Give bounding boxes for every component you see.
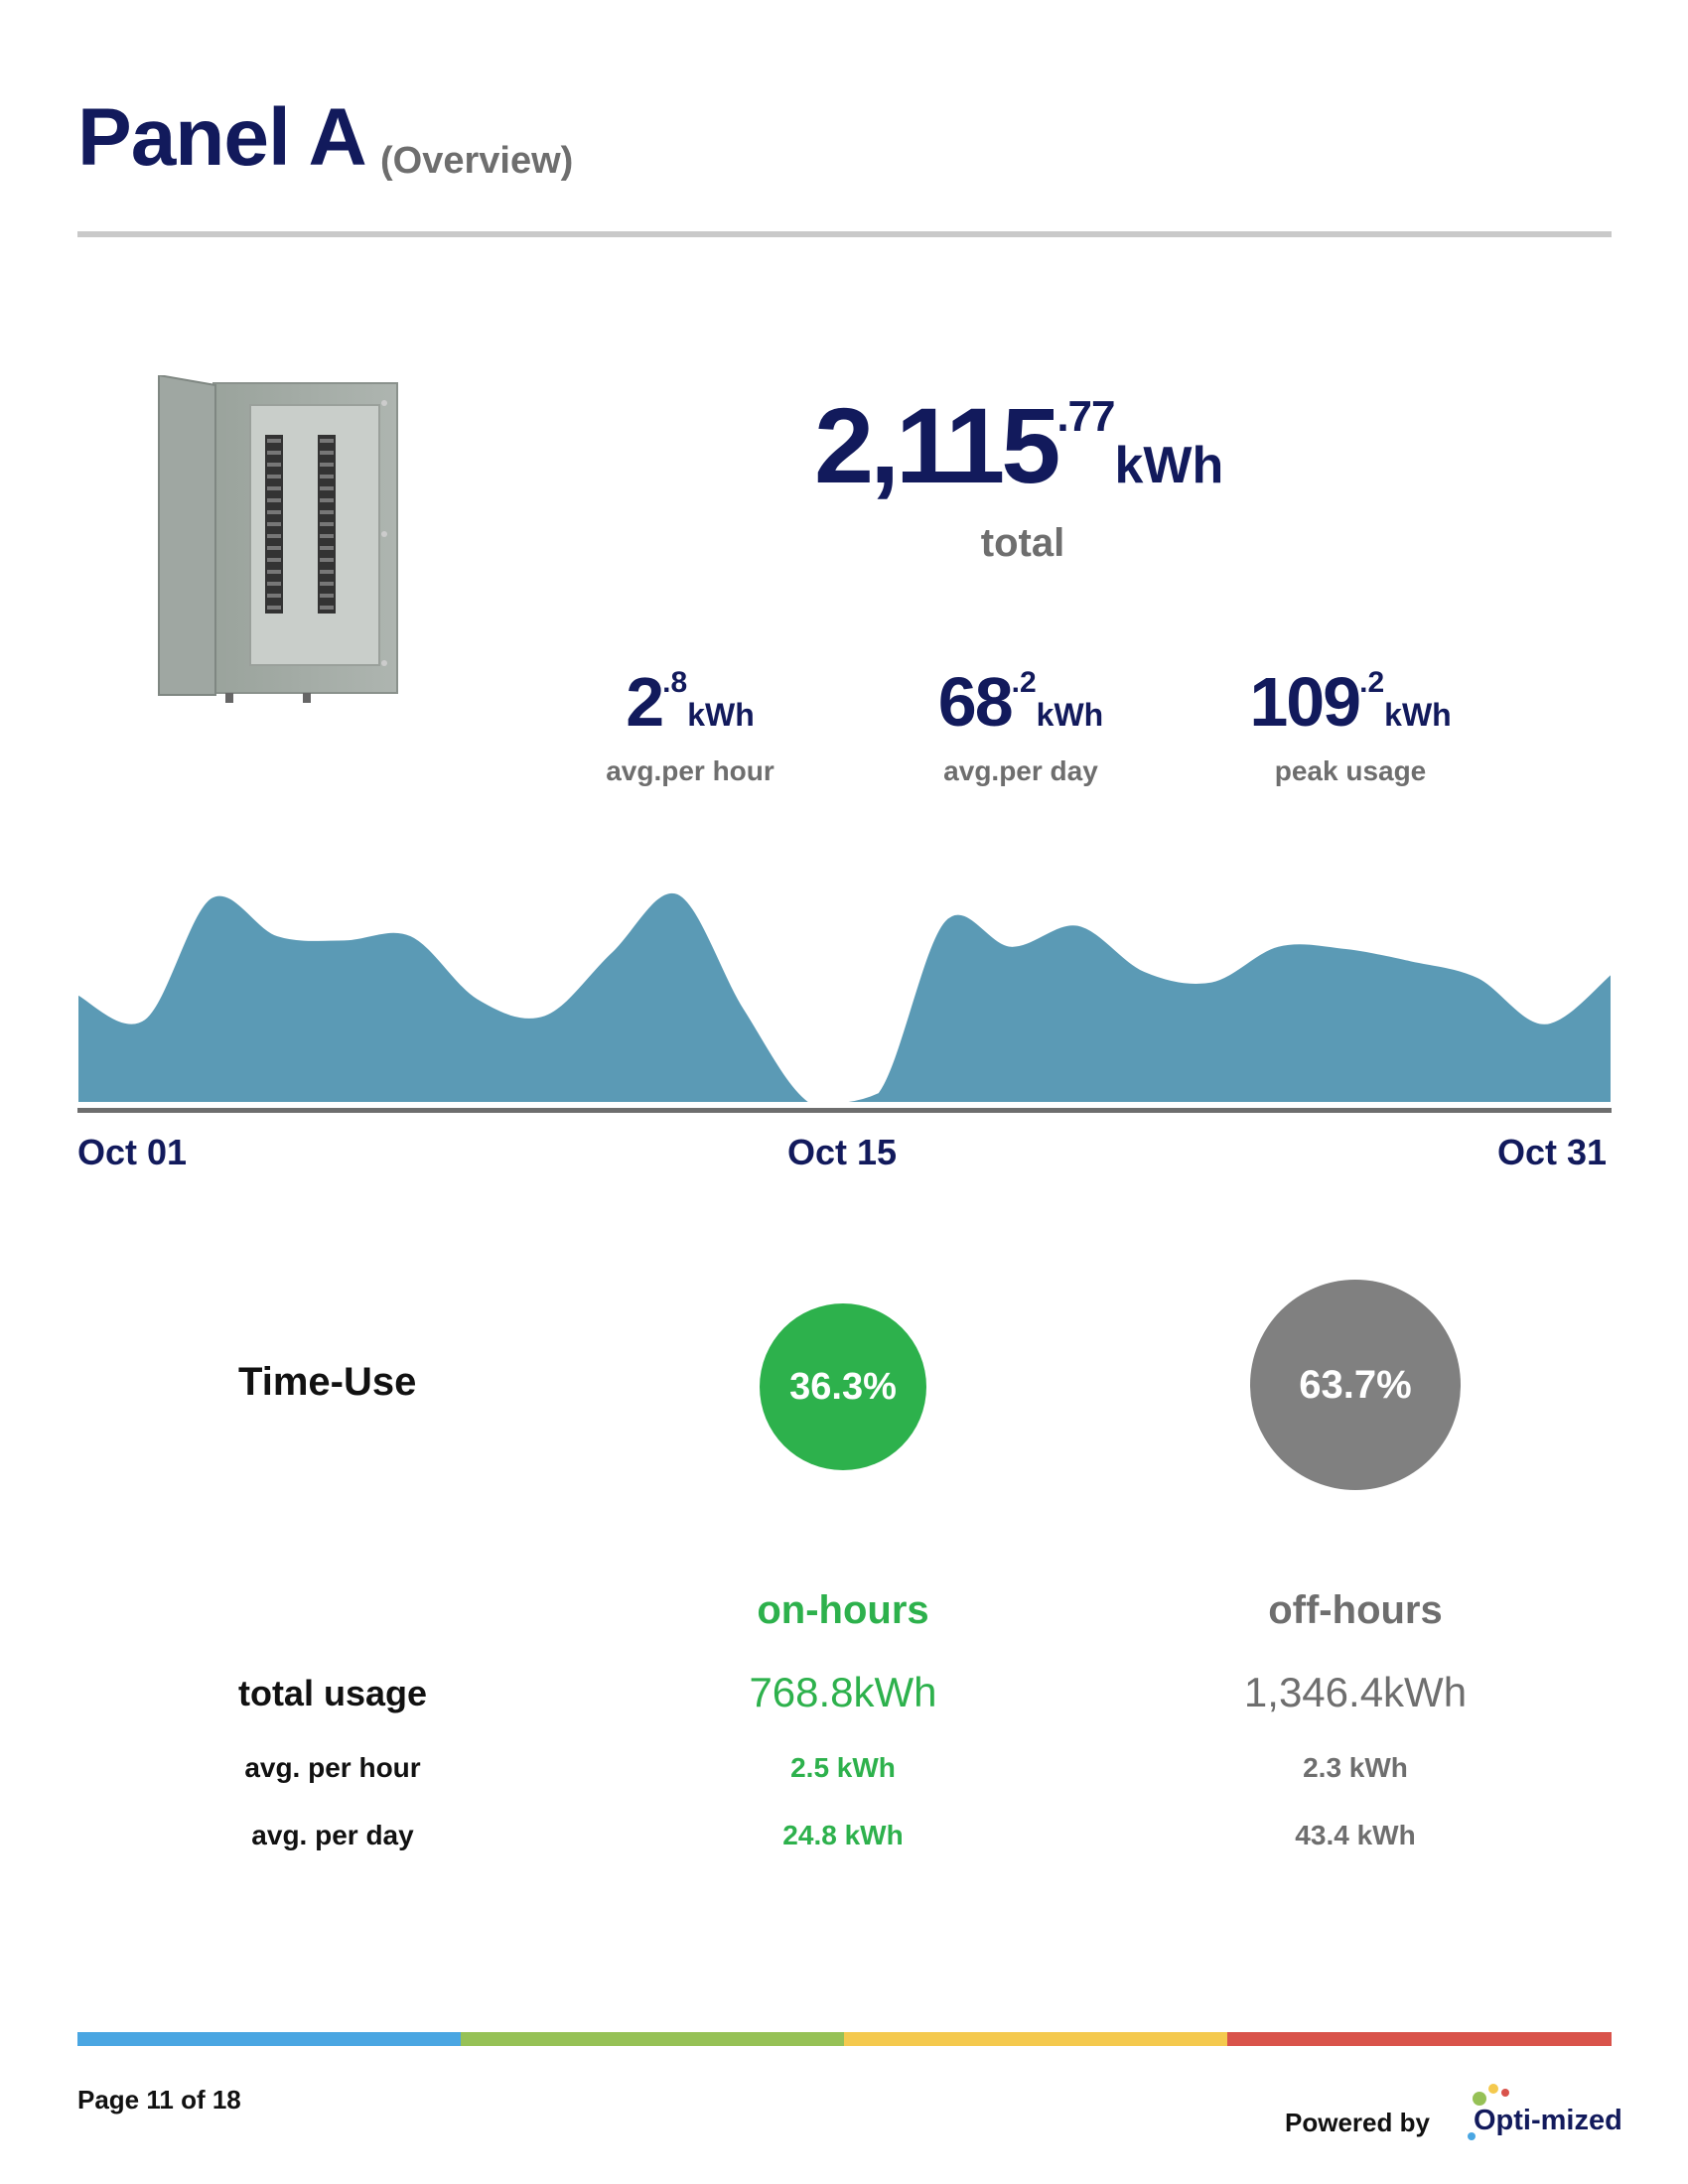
header-divider bbox=[77, 231, 1612, 237]
electrical-panel-image bbox=[158, 375, 398, 703]
stat-peak-usage: 109.2kWh bbox=[1192, 667, 1509, 737]
off-hours-avg-per-hour: 2.3 kWh bbox=[1303, 1752, 1408, 1783]
powered-by-label: Powered by bbox=[1285, 2108, 1430, 2137]
stat-avg-per-day: 68.2kWh bbox=[862, 667, 1180, 737]
footer-color-bar-blue bbox=[77, 2032, 461, 2046]
stat-value-decimal: .2 bbox=[1011, 666, 1037, 699]
total-usage-label: total bbox=[980, 521, 1065, 565]
on-hours-avg-per-hour: 2.5 kWh bbox=[790, 1752, 896, 1783]
chart-x-axis bbox=[77, 1108, 1612, 1113]
total-usage-value: 2,115.77kWh bbox=[814, 392, 1231, 499]
on-hours-avg-per-day: 24.8 kWh bbox=[782, 1820, 904, 1850]
x-tick-label: Oct 01 bbox=[77, 1132, 188, 1172]
off-hours-total-usage: 1,346.4kWh bbox=[1243, 1669, 1468, 1715]
off-hours-avg-per-day: 43.4 kWh bbox=[1295, 1820, 1416, 1850]
usage-area-series bbox=[77, 890, 1612, 1105]
stat-label: avg.per day bbox=[943, 755, 1098, 786]
stat-unit: kWh bbox=[1384, 697, 1452, 733]
on-hours-heading: on-hours bbox=[757, 1588, 929, 1632]
page-title: Panel A bbox=[77, 92, 367, 183]
off-hours-percent-badge: 63.7% bbox=[1250, 1280, 1461, 1490]
row-label-total-usage: total usage bbox=[237, 1673, 428, 1713]
stat-unit: kWh bbox=[1036, 697, 1104, 733]
row-label-avg-per-hour: avg. per hour bbox=[244, 1752, 421, 1783]
total-usage-decimal: .77 bbox=[1056, 392, 1115, 441]
footer-color-bar-red bbox=[1227, 2032, 1612, 2046]
stat-value-integer: 68 bbox=[937, 663, 1014, 741]
opti-mized-logo-text: Opti-mized bbox=[1474, 2105, 1622, 2136]
row-label-avg-per-day: avg. per day bbox=[251, 1820, 414, 1850]
stat-label: peak usage bbox=[1274, 755, 1427, 786]
stat-unit: kWh bbox=[687, 697, 755, 733]
opti-mized-logo-icon bbox=[1468, 2084, 1509, 2140]
x-tick-label: Oct 15 bbox=[787, 1132, 898, 1172]
stat-label: avg.per hour bbox=[606, 755, 774, 786]
on-hours-total-usage: 768.8kWh bbox=[749, 1669, 937, 1715]
footer-color-bar-green bbox=[461, 2032, 844, 2046]
time-use-label: Time-Use bbox=[238, 1360, 417, 1404]
stat-value-integer: 109 bbox=[1249, 663, 1361, 741]
page-number: Page 11 of 18 bbox=[77, 2085, 241, 2115]
stat-avg-per-hour: 2.8kWh bbox=[531, 667, 849, 737]
total-usage-unit: kWh bbox=[1114, 437, 1224, 494]
stat-value-integer: 2 bbox=[626, 663, 664, 741]
off-hours-heading: off-hours bbox=[1268, 1588, 1443, 1632]
usage-area-chart bbox=[77, 890, 1612, 1105]
page-subtitle: (Overview) bbox=[380, 140, 574, 182]
total-usage-integer: 2,115 bbox=[814, 385, 1060, 505]
stat-value-decimal: .2 bbox=[1359, 666, 1385, 699]
x-tick-label: Oct 31 bbox=[1497, 1132, 1608, 1172]
on-hours-percent-badge: 36.3% bbox=[760, 1303, 926, 1470]
footer-color-bar-yellow bbox=[844, 2032, 1227, 2046]
stat-value-decimal: .8 bbox=[662, 666, 688, 699]
